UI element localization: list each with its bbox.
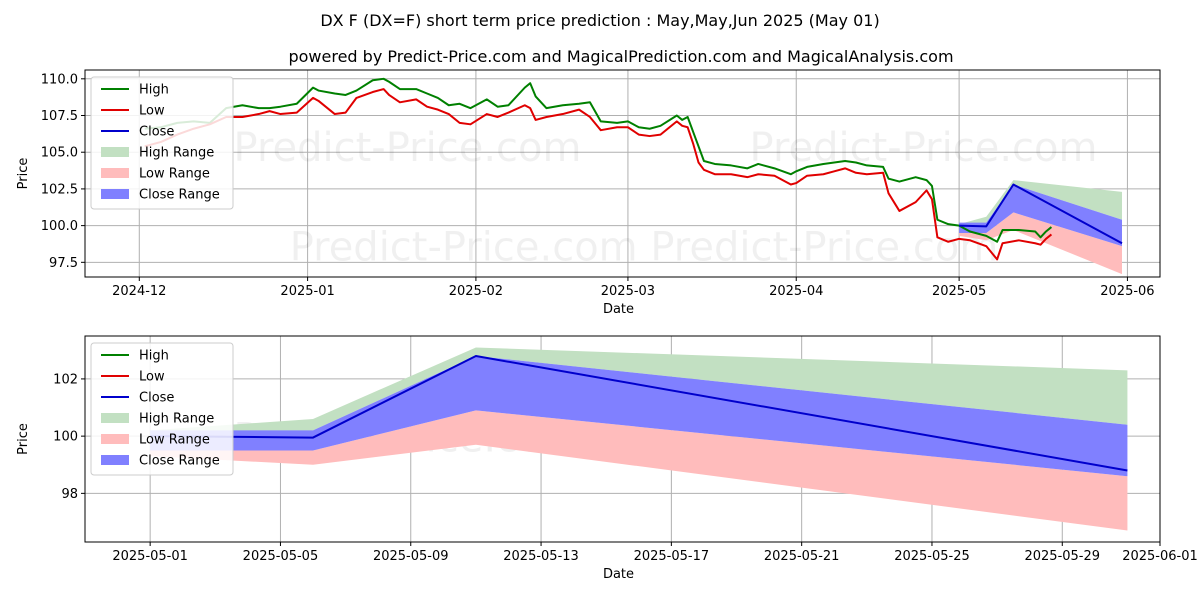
forecast-zoom-panel: Predict-Price.comPredict-Price.com2025-0… [16, 335, 1198, 582]
chart-title: DX F (DX=F) short term price prediction … [320, 11, 879, 30]
x-tick-label: 2025-05-01 [112, 549, 188, 564]
legend-label: Close [139, 125, 174, 140]
legend-label: High [139, 83, 169, 98]
x-tick-label: 2025-05-05 [243, 549, 319, 564]
y-tick-label: 100.0 [41, 219, 78, 234]
legend-swatch-close-range [101, 189, 129, 199]
legend-label: Low Range [139, 167, 210, 182]
y-tick-label: 105.0 [41, 146, 78, 161]
watermark-text: Predict-Price.com Predict-Price.com [290, 224, 999, 270]
high-series-line [144, 77, 1053, 243]
legend-label: Low [139, 370, 165, 385]
low-series-line [144, 88, 1053, 261]
legend: High Low Close High Range Low Range Close Ran… [90, 76, 234, 210]
x-tick-label: 2025-05 [932, 284, 986, 299]
close-range-band [959, 184, 1122, 247]
high-range-band [150, 347, 1128, 437]
price-history-panel: Predict-Price.com Predict-Price.com Predic… [16, 69, 1161, 317]
watermark-text: Predict-Price.com [750, 125, 1098, 171]
legend-label: Close Range [139, 454, 220, 469]
x-axis-label: Date [603, 567, 634, 582]
plot-area [150, 347, 1128, 531]
legend-swatch-close-range [101, 455, 129, 465]
legend-swatch-low-range [101, 168, 129, 178]
x-tick-label: 2025-05-17 [634, 549, 710, 564]
y-tick-label: 107.5 [41, 109, 78, 124]
x-tick-label: 2025-05-29 [1024, 549, 1100, 564]
x-tick-label: 2025-02 [449, 284, 503, 299]
legend-label: Low Range [139, 433, 210, 448]
axes-frame [84, 69, 1161, 278]
y-tick-label: 97.5 [49, 256, 78, 271]
plot-area [144, 77, 1123, 275]
x-tick-label: 2025-06 [1100, 284, 1154, 299]
x-tick-label: 2025-05-25 [894, 549, 970, 564]
legend-label: Close [139, 391, 174, 406]
legend: High Low Close High Range Low Range Close Ran… [90, 342, 234, 476]
watermark-text: Predict-Price.com [234, 125, 582, 171]
legend-swatch-low-range [101, 434, 129, 444]
y-tick-label: 102.5 [41, 182, 78, 197]
x-tick-label: 2025-05-09 [373, 549, 449, 564]
legend-label: High [139, 349, 169, 364]
y-tick-label: 98 [61, 487, 78, 502]
y-axis-label: Price [16, 158, 31, 190]
low-range-band [150, 410, 1128, 531]
low-range-band [959, 212, 1122, 275]
legend-label: Low [139, 104, 165, 119]
y-axis-label: Price [16, 423, 31, 455]
close-range-band [150, 356, 1128, 477]
y-tick-label: 100 [53, 430, 78, 445]
y-tick-label: 110.0 [41, 72, 78, 87]
y-tick-label: 102 [53, 372, 78, 387]
x-tick-label: 2025-03 [601, 284, 655, 299]
legend-label: Close Range [139, 188, 220, 203]
high-range-band [959, 180, 1122, 226]
legend-label: High Range [139, 412, 214, 427]
axes-frame [84, 335, 1161, 543]
x-tick-label: 2025-04 [769, 284, 823, 299]
legend-swatch-high-range [101, 413, 129, 423]
x-tick-label: 2025-06-01 [1122, 549, 1198, 564]
x-tick-label: 2024-12 [112, 284, 166, 299]
chart-subtitle: powered by Predict-Price.com and Magical… [288, 47, 953, 66]
legend-swatch-high-range [101, 147, 129, 157]
legend-label: High Range [139, 146, 214, 161]
x-tick-label: 2025-05-13 [503, 549, 579, 564]
close-forecast-line [959, 183, 1123, 245]
x-tick-label: 2025-01 [280, 284, 334, 299]
x-tick-label: 2025-05-21 [764, 549, 840, 564]
x-axis-label: Date [603, 302, 634, 317]
